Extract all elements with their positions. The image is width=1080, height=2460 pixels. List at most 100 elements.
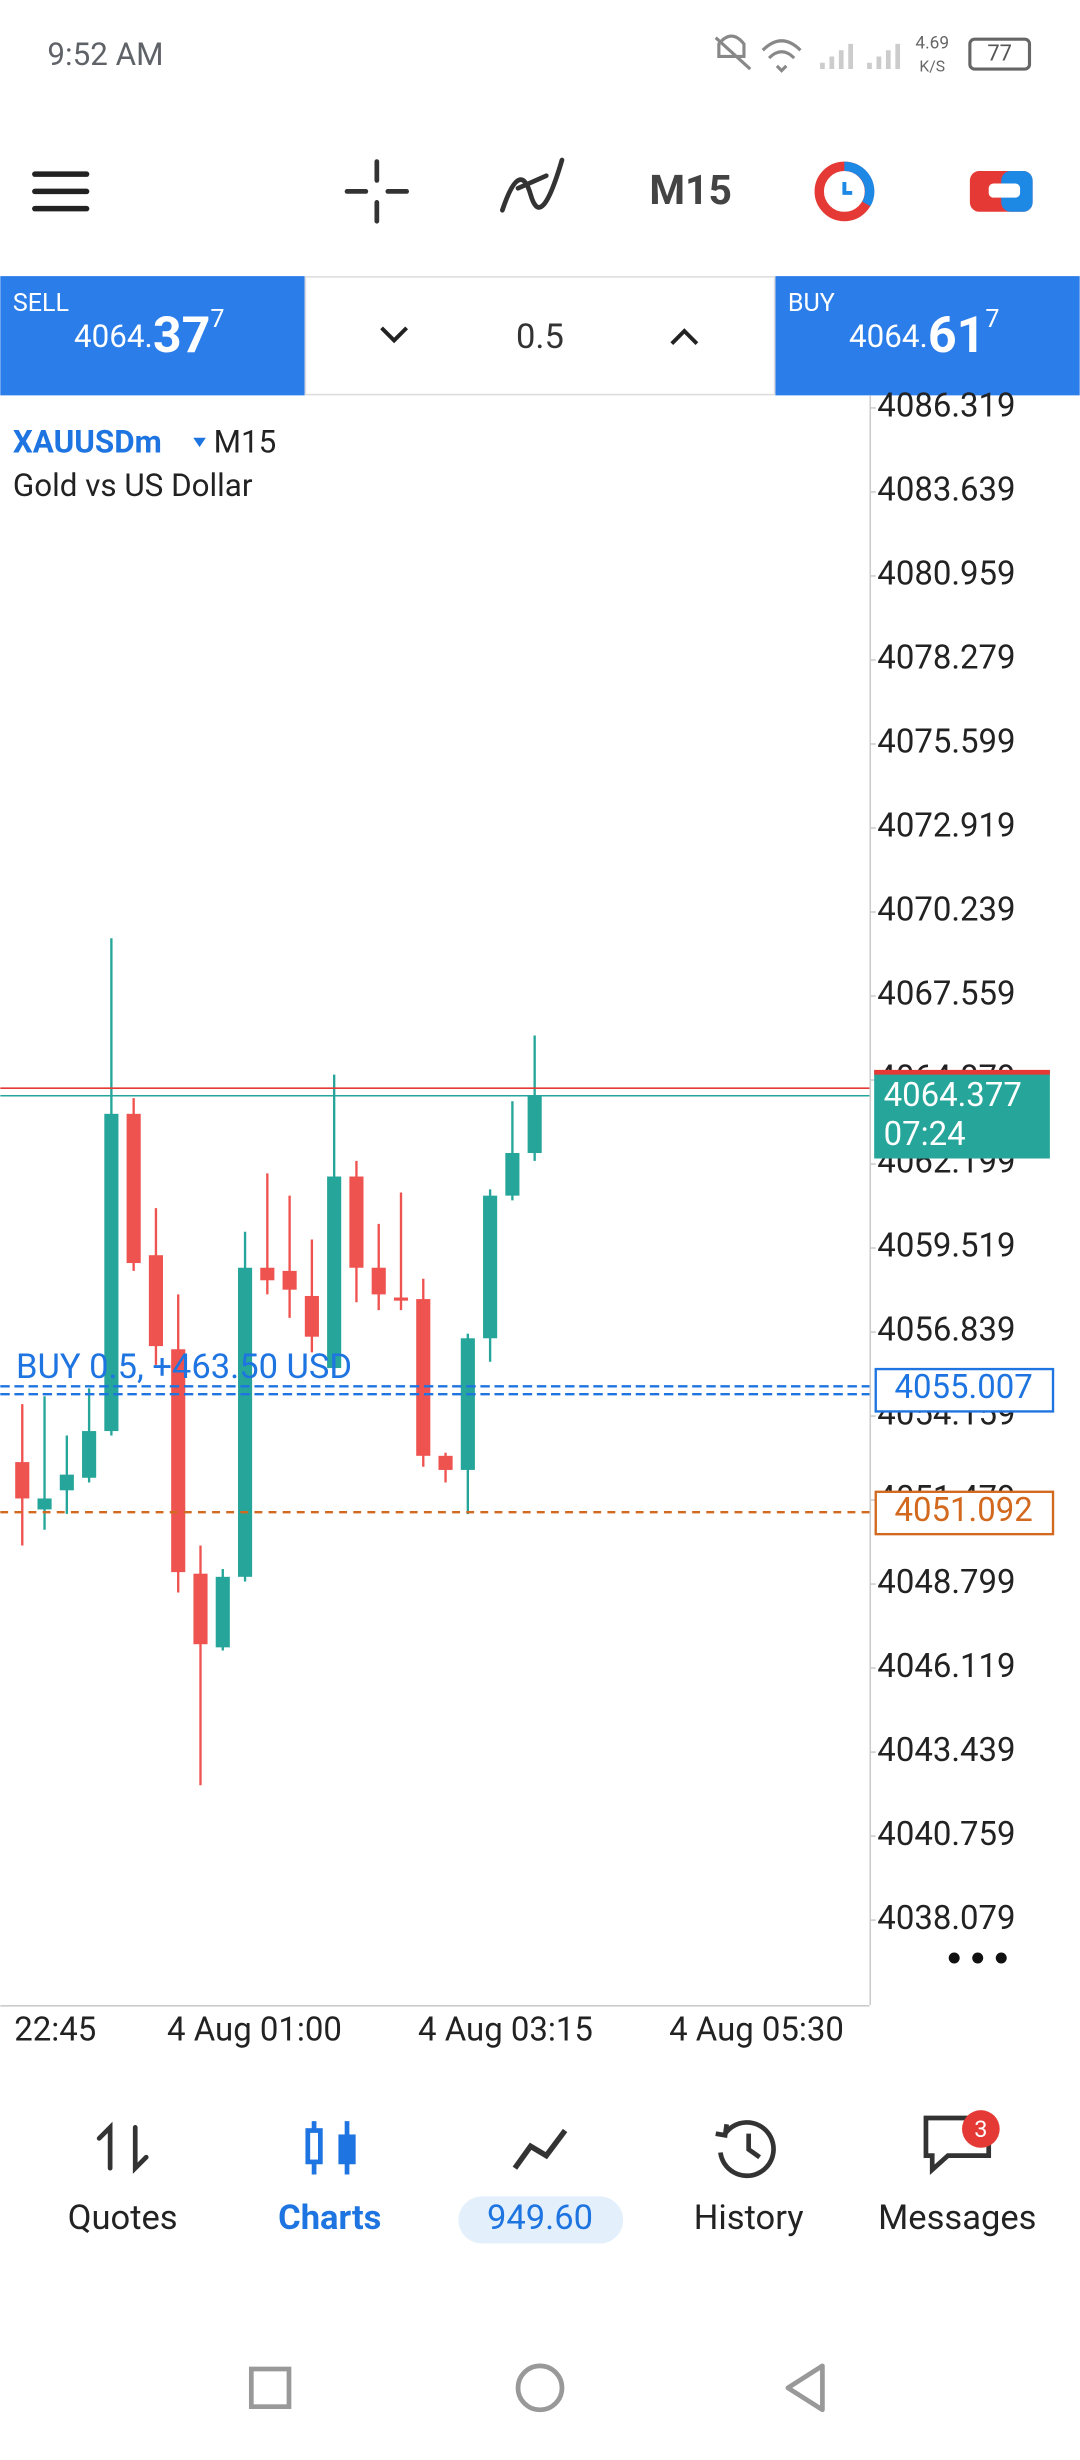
volume-value[interactable]: 0.5: [516, 317, 564, 357]
menu-button[interactable]: [32, 171, 90, 212]
candle-body: [282, 1270, 297, 1290]
messages-icon[interactable]: [923, 2110, 1000, 2176]
system-home[interactable]: [515, 2363, 565, 2413]
y-tick-label: 4080.959: [877, 555, 1015, 594]
status-icons: [714, 34, 1032, 73]
chart-description: Gold vs US Dollar: [13, 467, 253, 504]
candle-body: [327, 1176, 342, 1369]
volume-box: [304, 276, 776, 396]
y-tick-label: 4078.279: [877, 639, 1015, 678]
candle-body: [148, 1255, 163, 1347]
candle-body: [371, 1267, 386, 1295]
position-price-label: 4055.007: [894, 1368, 1032, 1407]
trade-icon[interactable]: [512, 2128, 568, 2170]
sell-price-main: 4064.: [74, 318, 153, 355]
volume-down[interactable]: [380, 326, 409, 344]
nav-charts[interactable]: Charts: [278, 2198, 381, 2238]
timeframe-button[interactable]: M15: [649, 166, 731, 214]
one-click-button[interactable]: [969, 171, 1033, 212]
status-time: 9:52 AM: [47, 36, 163, 73]
status-speed: 4.69: [915, 33, 949, 53]
sell-label: SELL: [13, 289, 69, 318]
y-tick-label: 4048.799: [877, 1563, 1015, 1602]
candle-body: [104, 1113, 119, 1432]
candle-body: [438, 1455, 453, 1470]
buy-price-main: 4064.: [849, 318, 928, 355]
charts-icon[interactable]: [305, 2121, 356, 2175]
sell-button[interactable]: [0, 276, 305, 396]
nav-history[interactable]: History: [694, 2198, 804, 2238]
crosshair-button[interactable]: [344, 159, 409, 224]
x-tick-label: 22:45: [14, 2010, 96, 2049]
y-tick-label: 4072.919: [877, 807, 1015, 846]
balance-pill[interactable]: [458, 2196, 624, 2244]
sell-price-big: 37: [153, 306, 211, 365]
history-icon[interactable]: [715, 2120, 776, 2179]
trade-clock-button[interactable]: [814, 161, 875, 222]
system-recents[interactable]: [248, 2366, 292, 2410]
y-tick-label: 4046.119: [877, 1647, 1015, 1686]
candle-body: [193, 1573, 208, 1645]
candle-body: [15, 1462, 30, 1499]
candle-body: [460, 1338, 475, 1470]
candle-body: [171, 1349, 186, 1573]
candle-body: [82, 1431, 97, 1478]
y-tick-label: 4040.759: [877, 1815, 1015, 1854]
nav-balance[interactable]: 949.60: [487, 2198, 593, 2238]
candle-body: [126, 1113, 141, 1264]
y-tick-label: 4083.639: [877, 471, 1015, 510]
candle-body: [260, 1267, 275, 1281]
candle-body: [505, 1153, 520, 1196]
buy-label: BUY: [788, 289, 835, 318]
more-button[interactable]: [948, 1952, 1007, 1964]
indicators-button[interactable]: [499, 157, 565, 213]
status-speed-unit: K/S: [919, 57, 945, 76]
candle-body: [237, 1267, 253, 1577]
y-tick-label: 4070.239: [877, 891, 1015, 930]
candle-body: [416, 1299, 431, 1456]
candle-body: [527, 1095, 542, 1154]
chart-symbol[interactable]: XAUUSDm: [13, 423, 162, 460]
candle-body: [304, 1295, 319, 1337]
y-tick-label: 4043.439: [877, 1731, 1015, 1770]
messages-badge: 3: [974, 2115, 987, 2143]
candle-body: [59, 1474, 74, 1491]
y-tick-label: 4059.519: [877, 1227, 1015, 1266]
sell-price: 4064.377: [74, 305, 224, 365]
buy-button[interactable]: [775, 276, 1080, 396]
candle-body: [483, 1195, 498, 1339]
bid-label: 4064.377: [884, 1076, 1022, 1115]
buy-price-big: 61: [928, 306, 986, 365]
y-tick-label: 4075.599: [877, 723, 1015, 762]
candle-body: [393, 1297, 409, 1301]
x-tick-label: 4 Aug 03:15: [418, 2010, 593, 2049]
bid-tag: [874, 1070, 1050, 1159]
y-tick-label: 4067.559: [877, 975, 1015, 1014]
chart-timeframe: M15: [214, 423, 277, 460]
stop-loss-label: 4051.092: [894, 1491, 1032, 1530]
position-label: BUY 0.5, +463.50 USD: [16, 1347, 352, 1387]
stop-loss-tag: [874, 1490, 1055, 1536]
y-tick-label: 4086.319: [877, 387, 1015, 426]
quotes-icon[interactable]: [96, 2121, 149, 2174]
candle-body: [349, 1176, 364, 1268]
y-tick-label: 4038.079: [877, 1899, 1015, 1938]
battery-level: 77: [987, 42, 1012, 67]
chart-layer: 4086.319 4083.639 4080.959 4078.279 4075.599…: [0, 387, 1055, 2049]
system-back[interactable]: [785, 2363, 825, 2413]
y-tick-label: 4056.839: [877, 1311, 1015, 1350]
bar-countdown: 07:24: [884, 1115, 966, 1154]
symbol-dropdown[interactable]: [193, 437, 206, 448]
nav-messages[interactable]: Messages: [878, 2198, 1036, 2238]
volume-up[interactable]: [670, 328, 699, 345]
x-tick-label: 4 Aug 01:00: [167, 2010, 342, 2049]
position-tag: [874, 1367, 1055, 1413]
sell-price-sup: 7: [210, 305, 224, 334]
buy-price: 4064.617: [849, 305, 999, 365]
candle-body: [215, 1576, 230, 1648]
x-tick-label: 4 Aug 05:30: [669, 2010, 844, 2049]
nav-quotes[interactable]: Quotes: [68, 2198, 178, 2238]
candle-body: [37, 1498, 52, 1510]
